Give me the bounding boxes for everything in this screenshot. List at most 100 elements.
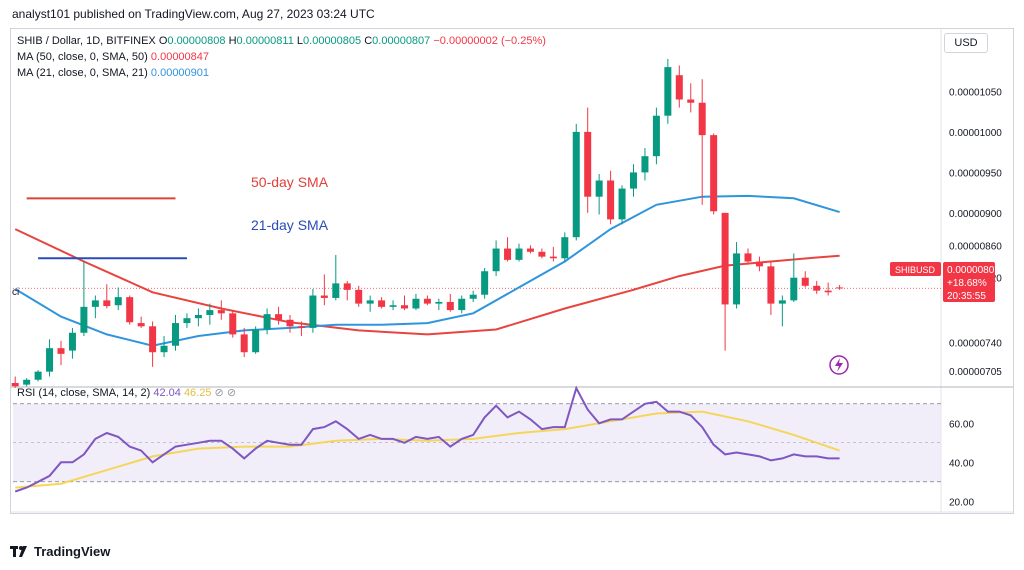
candle [618,185,626,225]
rsi-value: 42.04 [153,387,181,399]
symbol-legend: SHIB / Dollar, 1D, BITFINEX O0.00000808 … [17,35,546,47]
rsi-label[interactable]: RSI (14, close, SMA, 14, 2) [17,387,151,399]
rsi-tick-label: 40.00 [949,458,974,469]
price-tick-label: 0.00001000 [949,128,1002,139]
candle-body [91,300,99,307]
candle-body [836,287,844,289]
candle [584,107,592,213]
candle-body [584,131,592,197]
candle [126,295,134,325]
currency-button[interactable]: USD [944,33,988,53]
ma21-label[interactable]: MA (21, close, 0, SMA, 21) [17,67,148,79]
ma21-legend: MA (21, close, 0, SMA, 21) 0.00000901 [17,67,209,79]
sma50-annotation: 50-day SMA [251,174,329,190]
candle [229,310,237,338]
candle-body [595,180,603,197]
close-value: 0.00000807 [372,35,431,47]
hide-icon[interactable]: ⊘ [226,387,237,399]
candle [538,248,546,259]
chart-canvas[interactable]: 0.00001050 0.00001000 0.00000950 0.00000900… [11,29,1013,513]
symbol-tag-label: SHIBUSD [895,265,936,275]
candle [721,212,729,351]
candle [767,261,775,315]
price-tag-countdown: 20:35:55 [947,291,986,302]
candle-body [355,289,363,304]
candle-body [309,295,317,328]
candle-body [607,180,615,220]
candle-body [561,237,569,259]
candle-body [744,253,752,262]
price-tick-label: 0.00001050 [949,87,1002,98]
candle [183,313,191,328]
close-label: C [364,35,373,47]
candle [57,340,65,366]
candle-body [675,75,683,100]
candle [469,290,477,302]
candle [366,295,374,312]
candle [572,123,580,241]
ma50-legend: MA (50, close, 0, SMA, 50) 0.00000847 [17,51,209,63]
candle-body [23,379,31,385]
candle-body [160,345,168,353]
candle-body [126,297,134,323]
candle-body [492,248,500,272]
sma50-line [14,228,840,336]
candle [549,246,557,262]
candle [389,300,397,311]
candle-body [149,326,157,353]
candle [481,267,489,299]
candle-body [57,348,65,354]
candle [11,376,19,388]
candle-body [778,300,786,304]
rsi-ma-line [15,410,840,489]
candle-body [240,334,248,353]
candle [240,327,248,358]
candle-body [721,212,729,305]
candle [91,295,99,319]
candle-body [103,300,111,307]
candle [34,370,42,382]
candle [217,300,225,320]
candle-body [481,271,489,295]
candle [790,253,798,302]
eye-icon[interactable]: ⊘ [214,387,224,399]
candle-body [217,310,225,314]
price-tick-label: 0.00000705 [949,367,1002,378]
candle [687,83,695,113]
candle [710,133,718,215]
candle [320,274,328,306]
candle [343,280,351,301]
open-value: 0.00000808 [167,35,226,47]
candle [492,240,500,277]
price-tick-label: 0.00000950 [949,168,1002,179]
symbol-name[interactable]: SHIB / Dollar, 1D, BITFINEX [17,35,156,47]
candle-body [263,314,271,330]
candle [103,284,111,309]
rsi-legend: RSI (14, close, SMA, 14, 2) 42.04 46.25 … [17,386,236,399]
candle-body [641,156,649,173]
candle-body [710,135,718,212]
candle-body [286,319,294,327]
candle [275,306,283,325]
candle-body [515,248,523,260]
price-tag-value: 0.00000807 [947,265,1000,276]
candle-body [813,285,821,291]
ma50-label[interactable]: MA (50, close, 0, SMA, 50) [17,51,148,63]
price-tick-label: 0.00000900 [949,209,1002,220]
candle [801,271,809,288]
high-label: H [228,35,237,47]
chart-frame[interactable]: 0.00001050 0.00001000 0.00000950 0.00000900… [10,28,1014,514]
candle [46,339,54,377]
candle-body [526,248,534,252]
candle-body [332,283,340,298]
candle [263,308,271,335]
candle [595,174,603,215]
candle-body [297,326,305,328]
candle-body [343,283,351,290]
candle [423,295,431,306]
change-value: −0.00000002 (−0.25%) [433,35,546,47]
candle [309,289,317,333]
candle-body [137,323,145,327]
candle [664,59,672,124]
candle [755,256,763,272]
